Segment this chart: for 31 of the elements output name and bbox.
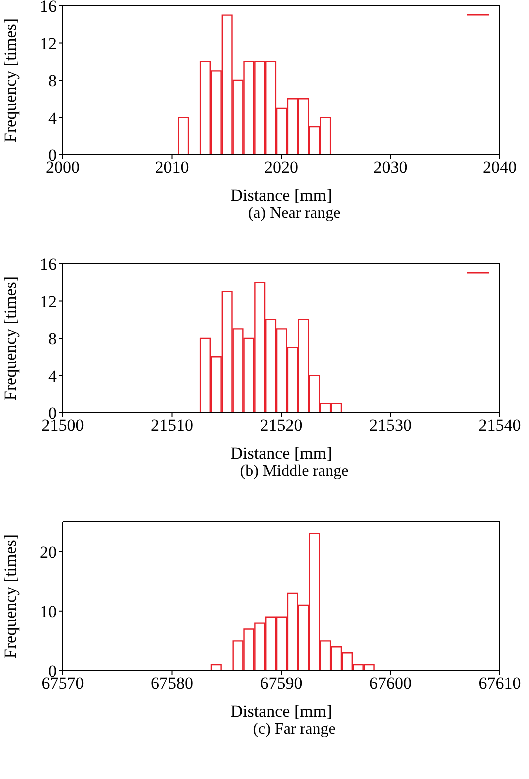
y-tick-label: 4 [48,108,58,128]
y-axis-title: Frequency [times] [1,18,20,143]
x-tick-label: 2020 [264,158,298,178]
text: (b) Middle range [239,463,350,481]
y-tick-label: 16 [40,255,57,274]
y-axis-title: Frequency [times] [1,534,20,659]
y-tick-label: 8 [48,72,57,91]
x-tick-label: 2030 [374,158,408,178]
x-tick-label: 67580 [151,674,194,694]
x-tick-label: 2040 [483,158,517,178]
x-tick-label: 21540 [478,416,522,436]
text: (c) Far range [252,721,337,739]
y-tick-label: 4 [48,366,58,386]
x-tick-label: 21510 [151,416,194,436]
x-tick-label: 67610 [478,674,522,694]
y-tick-label: 10 [40,602,57,622]
x-axis-title: Distance [mm] [230,186,332,205]
x-tick-label: 67600 [370,674,412,694]
y-tick-label: 12 [40,292,57,312]
x-axis-title: Distance [mm] [230,702,332,721]
x-tick-label: 2010 [155,158,190,178]
x-axis-title: Distance [mm] [230,444,332,463]
y-tick-label: 8 [48,330,57,349]
x-tick-label: 21530 [370,416,412,436]
y-axis-title: Frequency [times] [1,276,20,401]
x-tick-label: 21520 [260,416,303,436]
y-tick-label: 16 [40,0,57,16]
x-tick-label: 67590 [260,674,303,694]
y-tick-label: 12 [40,34,57,54]
y-tick-label: 20 [40,542,57,562]
text: (a) Near range [247,205,342,223]
